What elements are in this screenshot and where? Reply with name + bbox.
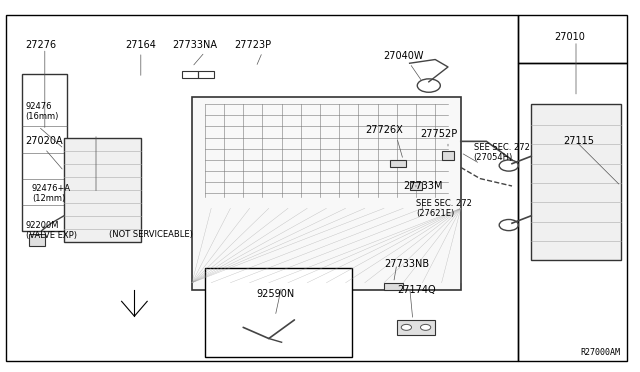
Bar <box>64 138 141 242</box>
Text: 27733M: 27733M <box>403 181 443 191</box>
Text: 27115: 27115 <box>563 137 594 146</box>
Text: 27010: 27010 <box>554 32 585 42</box>
Bar <box>205 268 352 357</box>
Text: 92476
(16mm): 92476 (16mm) <box>26 102 59 121</box>
Text: 27733NB: 27733NB <box>384 259 429 269</box>
Bar <box>518 15 627 63</box>
Text: 92590N: 92590N <box>256 289 294 299</box>
Text: R27000AM: R27000AM <box>581 348 621 357</box>
Circle shape <box>420 324 431 330</box>
Circle shape <box>401 324 412 330</box>
Bar <box>390 160 406 167</box>
Text: 27164: 27164 <box>125 40 156 49</box>
Bar <box>384 283 403 290</box>
Bar <box>198 71 214 78</box>
Bar <box>518 63 627 361</box>
Bar <box>182 71 198 78</box>
Bar <box>531 104 621 260</box>
Text: 27040W: 27040W <box>383 51 424 61</box>
Text: 27276: 27276 <box>26 40 57 49</box>
Bar <box>29 234 45 246</box>
Text: 27726X: 27726X <box>365 125 403 135</box>
Text: 92476+A
(12mm): 92476+A (12mm) <box>32 184 71 203</box>
Text: 27723P: 27723P <box>234 40 271 49</box>
Text: 27733NA: 27733NA <box>173 40 218 49</box>
Text: 27020A: 27020A <box>26 137 63 146</box>
Bar <box>397 320 435 335</box>
Bar <box>6 15 518 361</box>
Text: SEE SEC. 272
(27621E): SEE SEC. 272 (27621E) <box>416 199 472 218</box>
Bar <box>410 182 422 190</box>
Bar <box>192 97 461 290</box>
Bar <box>22 74 67 231</box>
Bar <box>442 151 454 160</box>
Text: 27174Q: 27174Q <box>397 285 435 295</box>
Text: SEE SEC. 272
(27054H): SEE SEC. 272 (27054H) <box>474 143 529 162</box>
Text: 92200M
(VALVE EXP): 92200M (VALVE EXP) <box>26 221 77 240</box>
Text: 27752P: 27752P <box>420 129 457 139</box>
Text: (NOT SERVICEABLE): (NOT SERVICEABLE) <box>109 230 193 239</box>
